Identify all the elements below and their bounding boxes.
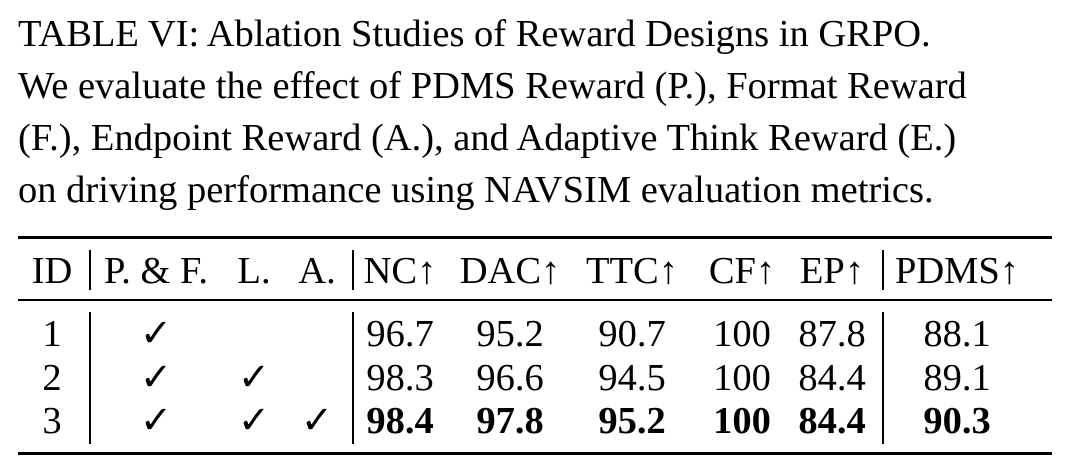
caption-line: TABLE VI: Ablation Studies of Reward Des… — [18, 13, 931, 55]
header-a: A. — [298, 250, 336, 292]
table-cell: 2 — [42, 357, 62, 399]
table-bottom-rule — [18, 452, 1052, 455]
caption-line: We evaluate the effect of PDMS Reward (P… — [18, 65, 967, 107]
table-cell: 87.8 — [798, 313, 866, 355]
header-nc: NC↑ — [363, 250, 437, 292]
table-cell: 88.1 — [923, 313, 991, 355]
table-cell: 89.1 — [923, 357, 991, 399]
column-divider — [89, 312, 91, 444]
header-ep: EP↑ — [799, 250, 865, 292]
table-cell: ✓ — [139, 313, 173, 355]
table-cell: 95.2 — [476, 313, 544, 355]
table-cell-best: 95.2 — [598, 400, 666, 442]
caption-line: on driving performance using NAVSIM eval… — [18, 169, 934, 211]
table-cell: 96.6 — [476, 357, 544, 399]
table-cell: ✓ — [237, 357, 271, 399]
header-id: ID — [31, 250, 73, 292]
table-header-rule — [18, 299, 1052, 301]
table-cell: 100 — [713, 357, 771, 399]
table-cell-best: 90.3 — [923, 400, 991, 442]
column-divider — [882, 250, 884, 290]
column-divider — [352, 250, 354, 290]
table-cell: ✓ — [237, 400, 271, 442]
table-cell-best: 100 — [713, 400, 771, 442]
table-top-rule — [18, 236, 1052, 239]
column-divider — [352, 312, 354, 444]
table-cell: 98.3 — [366, 357, 434, 399]
caption-line: (F.), Endpoint Reward (A.), and Adaptive… — [18, 117, 957, 159]
table-cell: 96.7 — [366, 313, 434, 355]
table-cell: 94.5 — [598, 357, 666, 399]
header-pf: P. & F. — [104, 250, 208, 292]
header-l: L. — [237, 250, 271, 292]
table-cell: 90.7 — [598, 313, 666, 355]
header-ttc: TTC↑ — [586, 250, 678, 292]
table-cell: 100 — [713, 313, 771, 355]
table-cell: ✓ — [300, 400, 334, 442]
table-caption: TABLE VI: Ablation Studies of Reward Des… — [18, 8, 1052, 216]
table-cell: ✓ — [139, 357, 173, 399]
table-cell: 84.4 — [798, 357, 866, 399]
column-divider — [882, 312, 884, 444]
table-cell: 1 — [42, 313, 62, 355]
table-cell-best: 98.4 — [366, 400, 434, 442]
table-cell: 3 — [42, 400, 62, 442]
header-pdms: PDMS↑ — [894, 250, 1020, 292]
header-dac: DAC↑ — [459, 250, 561, 292]
column-divider — [89, 250, 91, 290]
table-cell-best: 84.4 — [798, 400, 866, 442]
table-cell: ✓ — [139, 400, 173, 442]
header-cf: CF↑ — [708, 250, 776, 292]
table-cell-best: 97.8 — [476, 400, 544, 442]
